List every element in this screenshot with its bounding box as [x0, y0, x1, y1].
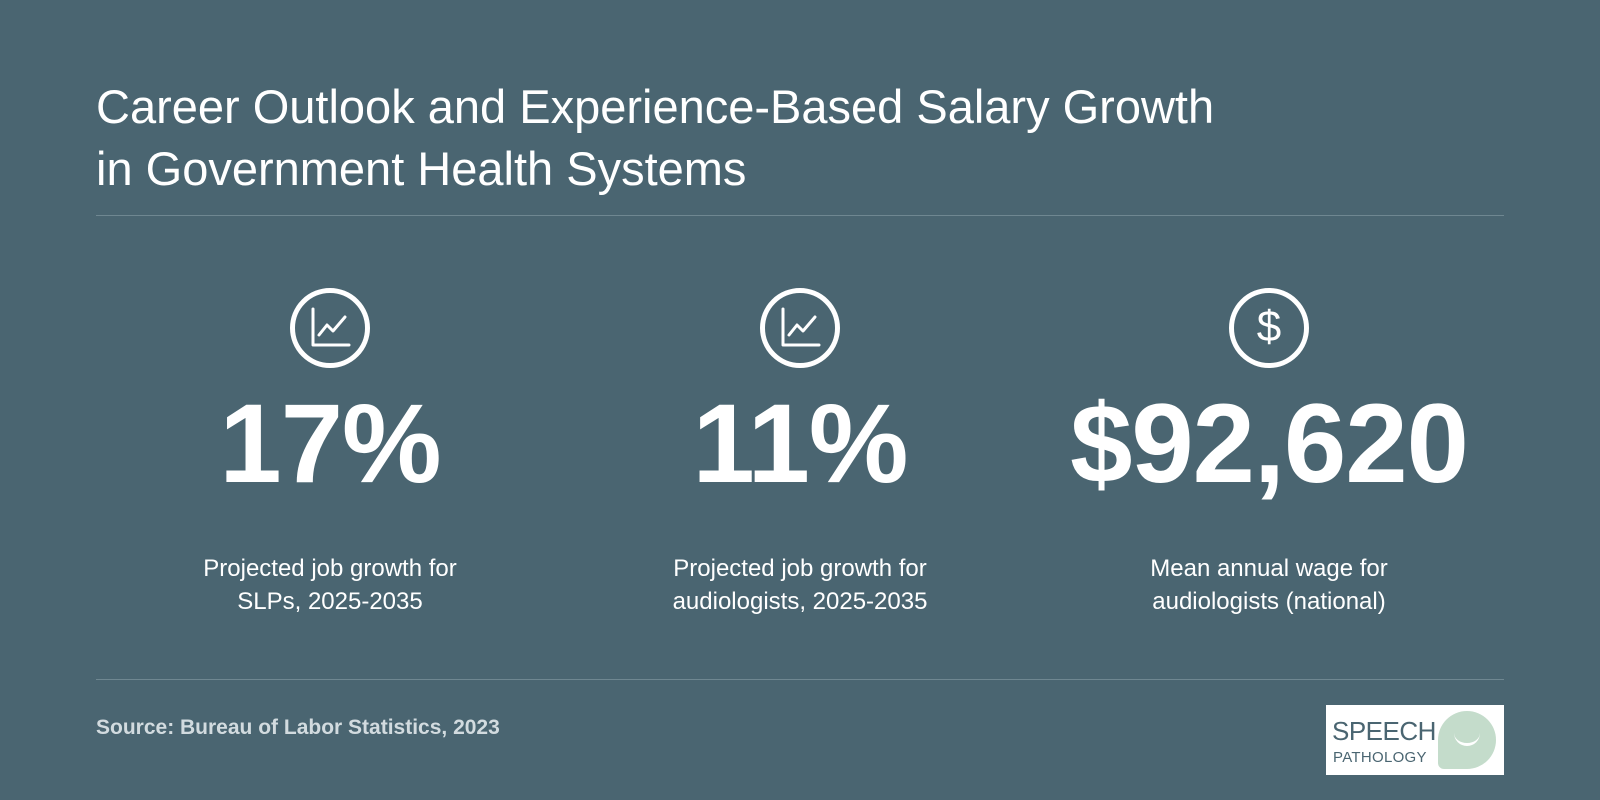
stat-value: 11%	[692, 381, 909, 506]
bottom-divider	[96, 679, 1504, 680]
title-line-2: in Government Health Systems	[96, 142, 747, 195]
line-chart-icon	[290, 288, 370, 368]
dollar-icon: $	[1229, 288, 1309, 368]
top-divider	[96, 215, 1504, 216]
dollar-glyph: $	[1256, 302, 1282, 351]
stat-caption: Projected job growth for SLPs, 2025-2035	[203, 555, 457, 615]
logo-word-2: PATHOLOGY	[1333, 749, 1427, 766]
title-line-1: Career Outlook and Experience-Based Sala…	[96, 80, 1215, 133]
source-note: Source: Bureau of Labor Statistics, 2023	[96, 716, 500, 739]
logo-word-1: SPEECH	[1332, 716, 1436, 746]
stat-caption: Mean annual wage for audiologists (natio…	[1150, 555, 1388, 615]
stat-audiologist-growth: 11% Projected job growth for audiologist…	[560, 288, 1040, 618]
speech-bubble-icon	[1438, 711, 1496, 769]
stat-slp-growth: 17% Projected job growth for SLPs, 2025-…	[90, 288, 570, 618]
line-chart-icon	[760, 288, 840, 368]
page-title: Career Outlook and Experience-Based Sala…	[96, 76, 1396, 200]
stat-value: $92,620	[1070, 381, 1469, 506]
speech-pathology-logo: SPEECH PATHOLOGY	[1326, 705, 1504, 775]
stat-value: 17%	[219, 381, 441, 506]
stat-caption: Projected job growth for audiologists, 2…	[672, 555, 928, 615]
stat-audiologist-wage: $ $92,620 Mean annual wage for audiologi…	[1029, 288, 1509, 618]
